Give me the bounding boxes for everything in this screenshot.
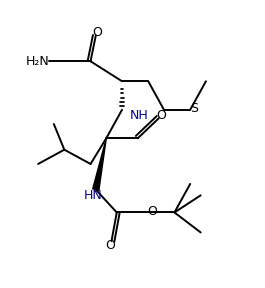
- Text: O: O: [92, 26, 102, 39]
- Text: NH: NH: [130, 109, 149, 122]
- Text: S: S: [190, 102, 198, 115]
- Text: HN: HN: [84, 189, 103, 202]
- Text: O: O: [156, 109, 166, 122]
- Text: O: O: [147, 204, 157, 217]
- Polygon shape: [93, 138, 106, 190]
- Text: H₂N: H₂N: [26, 55, 50, 68]
- Text: O: O: [105, 239, 115, 252]
